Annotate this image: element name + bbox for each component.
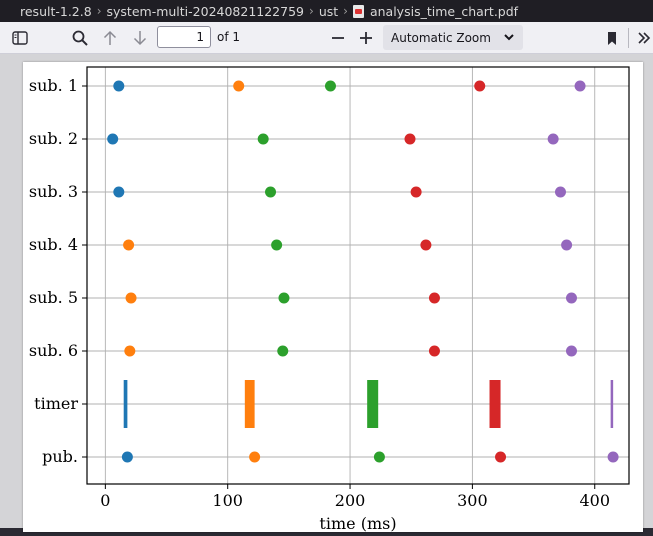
data-point [124,345,136,357]
y-tick-label: timer [34,394,78,413]
data-point [561,239,573,251]
more-tools-icon [637,32,650,44]
x-axis-label: time (ms) [319,514,396,532]
data-point [495,451,507,463]
x-axis: 0 100 200 300 400 [100,484,610,510]
pdf-page: sub. 1 sub. 2 sub. 3 sub. 4 sub. 5 sub. 6 time… [23,62,643,533]
data-point [324,80,336,92]
chevron-right-icon: › [343,4,348,18]
data-point [428,292,440,304]
zoom-out-button[interactable] [327,22,349,54]
bookmark-button[interactable] [603,22,621,54]
breadcrumb-item-file[interactable]: analysis_time_chart.pdf [369,3,519,19]
chevron-right-icon: › [309,4,314,18]
x-tick-label: 100 [212,491,243,510]
data-point [565,345,577,357]
zoom-select[interactable]: Automatic Zoom [383,25,523,50]
more-tools-button[interactable] [634,22,653,54]
timer-span [610,380,614,428]
data-point [265,186,277,198]
y-tick-label: sub. 3 [29,182,78,201]
data-point [420,239,432,251]
timer-spans [123,380,614,428]
zoom-select-value: Automatic Zoom [391,30,491,45]
timer-span [489,380,501,428]
y-tick-label: sub. 5 [29,288,78,307]
data-point [373,451,385,463]
arrow-down-icon [133,31,147,46]
bookmark-icon [608,31,616,45]
zoom-in-button[interactable] [355,22,377,54]
data-point [554,186,566,198]
y-tick-label: pub. [42,447,78,466]
data-point [121,451,133,463]
y-tick-label: sub. 1 [29,76,78,95]
toolbar-divider [628,28,629,48]
data-point [249,451,261,463]
data-point [125,292,137,304]
data-point [404,133,416,145]
data-point [277,345,289,357]
previous-page-button[interactable] [99,22,121,54]
data-point [113,186,125,198]
timing-chart: sub. 1 sub. 2 sub. 3 sub. 4 sub. 5 sub. 6 time… [29,66,630,533]
x-tick-label: 300 [457,491,488,510]
pdf-viewer[interactable]: sub. 1 sub. 2 sub. 3 sub. 4 sub. 5 sub. 6 time… [0,54,653,533]
timer-span [244,380,255,428]
data-point [574,80,586,92]
page-number-input[interactable] [157,26,211,48]
y-tick-label: sub. 4 [29,235,78,254]
data-point [547,133,559,145]
chart-points [107,80,619,463]
breadcrumb-item-ust[interactable]: ust [318,3,339,19]
y-axis: sub. 1 sub. 2 sub. 3 sub. 4 sub. 5 sub. 6 time… [29,76,87,466]
breadcrumb-item-system[interactable]: system-multi-20240821122759 [106,3,305,19]
next-page-button[interactable] [129,22,151,54]
breadcrumb: result-1.2.8 › system-multi-202408211227… [0,0,653,22]
data-point [113,80,125,92]
chevron-down-icon [504,34,514,41]
y-tick-label: sub. 2 [29,129,78,148]
data-point [257,133,269,145]
data-point [607,451,619,463]
arrow-up-icon [103,30,117,45]
chart-grid [87,67,629,484]
plot-frame [86,66,630,485]
data-point [410,186,422,198]
breadcrumb-item-result[interactable]: result-1.2.8 [20,3,92,19]
pdf-toolbar: of 1 Automatic Zoom [0,22,653,54]
data-point [107,133,119,145]
data-point [278,292,290,304]
timer-span [123,380,128,428]
x-tick-label: 0 [100,491,110,510]
find-button[interactable] [68,22,92,54]
data-point [474,80,486,92]
data-point [271,239,283,251]
data-point [565,292,577,304]
data-point [428,345,440,357]
zoom-out-icon [332,37,344,39]
data-point [123,239,135,251]
zoom-in-icon [360,32,372,44]
search-icon [72,30,88,46]
page-count: of 1 [217,30,241,44]
y-tick-label: sub. 6 [29,341,78,360]
sidebar-toggle-icon [12,31,28,45]
pdf-file-icon [352,4,364,18]
x-tick-label: 200 [335,491,366,510]
data-point [233,80,245,92]
chevron-right-icon: › [96,4,102,18]
timer-span [367,380,379,428]
sidebar-toggle-button[interactable] [8,22,32,54]
x-tick-label: 400 [579,491,610,510]
